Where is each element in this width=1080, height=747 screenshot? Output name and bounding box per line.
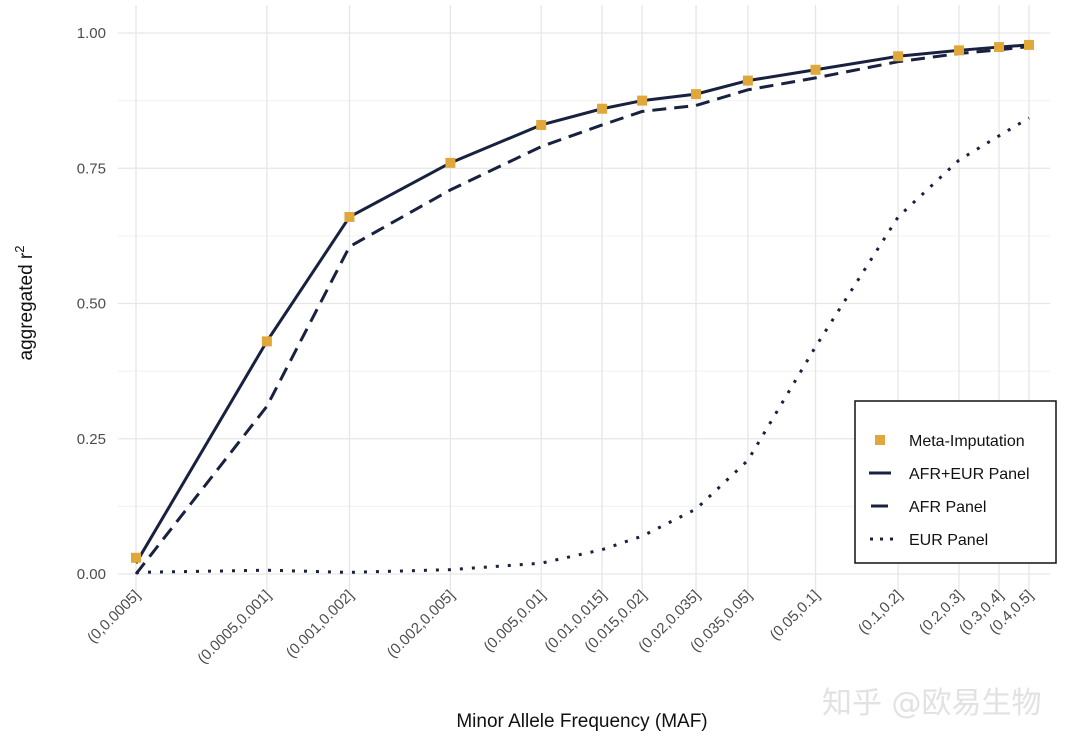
legend-label: AFR Panel [909,499,986,516]
x-tick-label: (0.0005,0.001] [194,587,274,667]
meta-imputation-point [953,45,964,56]
x-tick-labels: (0,0.0005] (0.0005,0.001] (0.001,0.002] (0.… [84,587,1037,667]
meta-imputation-point [1024,39,1034,50]
meta-imputation-point [810,64,821,75]
y-axis-title-superscript: 2 [12,246,27,253]
meta-imputation-point [994,42,1005,53]
y-tick-label: 0.50 [77,296,106,313]
meta-imputation-point [536,119,547,130]
x-tick-label: (0.1,0.2] [855,587,906,638]
series-layer [131,39,1034,575]
series-line-eur-panel [135,116,1030,574]
y-tick-label: 0.25 [77,431,106,448]
y-tick-label: 1.00 [77,25,106,42]
x-tick-label: (0.005,0.01] [480,587,549,656]
y-tick-label: 0.75 [77,160,106,177]
x-tick-label: (0.002,0.005] [384,587,459,662]
meta-imputation-point [893,51,904,62]
y-tick-label: 0.00 [77,566,106,583]
x-tick-label: (0.001,0.002] [283,587,358,662]
meta-imputation-point [344,211,355,222]
watermark: 知乎 @欧易生物 [822,686,1042,721]
y-tick-labels: 0.00 0.25 0.50 0.75 1.00 [77,25,106,583]
meta-imputation-point [691,89,702,100]
meta-imputation-point [131,552,141,563]
meta-imputation-point [637,95,648,106]
meta-imputation-point [261,336,272,347]
y-axis-title: aggregated r2 [12,246,37,361]
legend-label: AFR+EUR Panel [909,466,1030,483]
x-tick-label: (0,0.0005] [84,587,144,647]
legend-label: EUR Panel [909,532,988,549]
series-line-afr-eur-panel [134,43,1030,564]
meta-imputation-point [445,157,456,168]
legend-key-square [875,435,885,445]
legend-label: Meta-Imputation [909,433,1025,450]
x-axis-title: Minor Allele Frequency (MAF) [456,711,707,732]
meta-imputation-point [742,75,753,86]
legend-box [854,400,1057,564]
x-tick-label: (0.05,0.1] [767,587,824,644]
meta-imputation-point [597,103,608,114]
y-axis-title-main: aggregated r [16,252,37,360]
legend: Meta-Imputation AFR+EUR Panel AFR Panel EUR… [854,400,1057,564]
